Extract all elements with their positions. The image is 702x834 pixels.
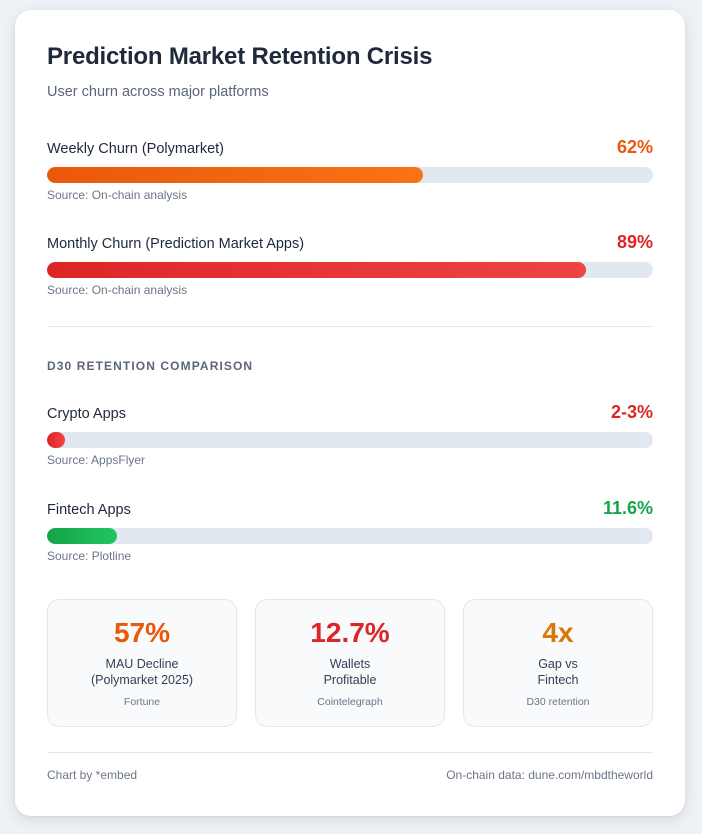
section-divider xyxy=(47,326,653,327)
bar-fill-monthly-churn xyxy=(47,262,586,278)
bar-fill-weekly-churn xyxy=(47,167,423,183)
stat-label: Gap vs Fintech xyxy=(464,656,652,688)
chart-card: Prediction Market Retention Crisis User … xyxy=(15,10,685,816)
stat-value: 4x xyxy=(542,617,574,648)
stat-source: Cointelegraph xyxy=(317,696,383,708)
stat-value: 57% xyxy=(113,617,171,648)
stat-card-gap-vs-fintech: 4x Gap vs Fintech D30 retention xyxy=(463,599,653,727)
metric-value: 62% xyxy=(616,137,653,157)
footer-credit: Chart by *embed xyxy=(47,768,138,782)
bar-fill-crypto-apps xyxy=(47,432,65,448)
stat-card-mau-decline: 57% MAU Decline (Polymarket 2025) Fortun… xyxy=(47,599,237,727)
stat-source: D30 retention xyxy=(526,696,590,708)
stat-label: MAU Decline (Polymarket 2025) xyxy=(48,656,236,688)
metric-label: Crypto Apps xyxy=(47,406,126,422)
stat-source: Fortune xyxy=(123,696,161,708)
metric-label: Weekly Churn (Polymarket) xyxy=(47,141,225,157)
stat-label-line: (Polymarket 2025) xyxy=(90,673,194,687)
bar-track xyxy=(47,432,653,448)
metric-source: Source: AppsFlyer xyxy=(47,453,146,467)
stat-value: 12.7% xyxy=(310,617,390,648)
stat-label: Wallets Profitable xyxy=(256,656,444,688)
stat-label-line: Gap vs xyxy=(538,657,578,671)
footer-divider xyxy=(47,752,653,753)
chart-subtitle: User churn across major platforms xyxy=(47,84,269,100)
footer-data-source: On-chain data: dune.com/mbdtheworld xyxy=(446,768,653,782)
stat-label-line: MAU Decline xyxy=(105,657,179,671)
metric-crypto-apps: Crypto Apps 2-3% Source: AppsFlyer xyxy=(47,402,653,467)
metric-fintech-apps: Fintech Apps 11.6% Source: Plotline xyxy=(47,498,653,563)
stat-cards: 57% MAU Decline (Polymarket 2025) Fortun… xyxy=(47,599,653,727)
metric-source: Source: On-chain analysis xyxy=(47,283,188,297)
chart-title: Prediction Market Retention Crisis xyxy=(47,43,433,70)
bar-fill-fintech-apps xyxy=(47,528,117,544)
metric-value: 2-3% xyxy=(610,402,653,422)
metric-value: 89% xyxy=(616,232,653,252)
metric-label: Fintech Apps xyxy=(47,502,131,518)
metric-weekly-churn: Weekly Churn (Polymarket) 62% Source: On… xyxy=(47,137,653,202)
bar-track xyxy=(47,262,653,278)
stat-label-line: Profitable xyxy=(323,673,377,687)
stat-label-line: Wallets xyxy=(329,657,371,671)
stat-card-wallets-profitable: 12.7% Wallets Profitable Cointelegraph xyxy=(255,599,445,727)
section-title: D30 RETENTION COMPARISON xyxy=(47,359,254,373)
metric-monthly-churn: Monthly Churn (Prediction Market Apps) 8… xyxy=(47,232,653,297)
stat-label-line: Fintech xyxy=(537,673,579,687)
bar-track xyxy=(47,528,653,544)
metric-source: Source: Plotline xyxy=(47,549,132,563)
bar-track xyxy=(47,167,653,183)
footer: Chart by *embed On-chain data: dune.com/… xyxy=(47,768,653,782)
metric-label: Monthly Churn (Prediction Market Apps) xyxy=(47,236,305,252)
metric-source: Source: On-chain analysis xyxy=(47,188,188,202)
metric-value: 11.6% xyxy=(602,498,653,518)
